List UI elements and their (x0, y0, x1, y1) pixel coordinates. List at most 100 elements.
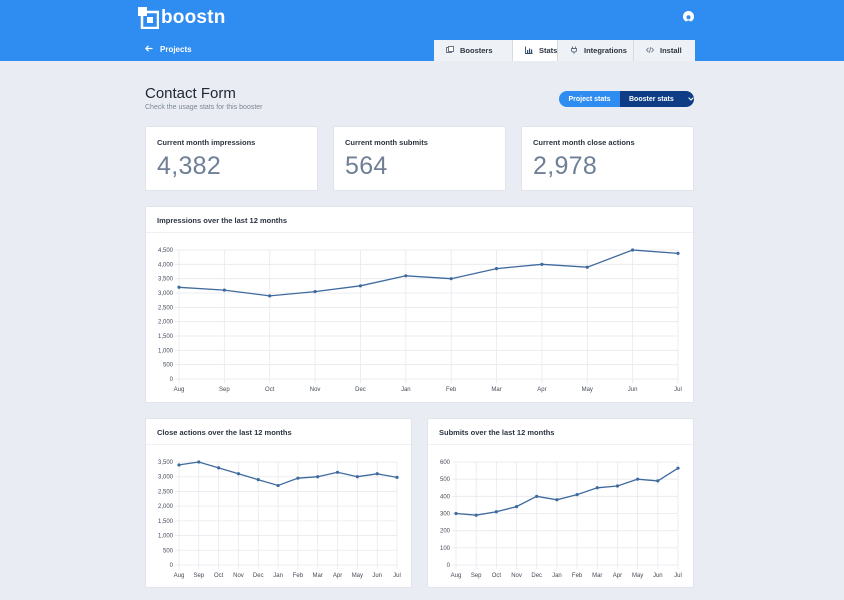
y-tick-label: 200 (440, 529, 451, 535)
data-point (256, 478, 260, 482)
stats-scope-toggle: Project stats Booster stats (559, 91, 694, 107)
x-tick-label: Jun (628, 387, 638, 393)
y-tick-label: 3,000 (158, 475, 174, 481)
x-tick-label: Nov (310, 387, 321, 393)
y-tick-label: 1,500 (158, 334, 174, 340)
y-tick-label: 3,500 (158, 277, 174, 283)
y-tick-label: 1,000 (158, 348, 174, 354)
x-tick-label: Jul (393, 573, 401, 579)
x-tick-label: Jun (372, 573, 382, 579)
x-tick-label: Apr (613, 573, 622, 579)
chart-title: Close actions over the last 12 months (157, 428, 292, 437)
data-point (222, 288, 226, 292)
x-tick-label: Oct (492, 573, 502, 579)
stat-label: Current month impressions (157, 138, 256, 147)
nav-tabs: Boosters Stats Integrations Install (434, 40, 695, 61)
x-tick-label: Apr (537, 387, 546, 393)
stat-label: Current month close actions (533, 138, 635, 147)
y-tick-label: 0 (170, 377, 174, 383)
bar-chart-icon (525, 46, 533, 56)
tab-stats[interactable]: Stats (513, 40, 558, 61)
tab-label: Integrations (584, 46, 627, 55)
tab-boosters[interactable]: Boosters (434, 40, 513, 61)
x-tick-label: Nov (511, 573, 522, 579)
y-tick-label: 300 (440, 512, 451, 518)
x-tick-label: Mar (592, 573, 602, 579)
y-tick-label: 100 (440, 546, 451, 552)
data-point (355, 475, 359, 479)
impressions-line-chart: 0 500 1,000 1,500 2,000 2,500 3,000 3,500 4,000 4… (158, 248, 682, 393)
x-tick-label: Aug (174, 573, 185, 579)
stat-card-impressions: Current month impressions 4,382 (145, 126, 318, 191)
y-tick-label: 0 (447, 563, 451, 569)
data-point (494, 267, 499, 271)
submits-line-chart: 0 100 200 300 400 500 600 Aug Sep Oct Nov Dec Jan Feb… (440, 460, 682, 579)
y-tick-label: 600 (440, 460, 451, 466)
close-actions-line-chart: 0 500 1,000 1,500 2,000 2,500 3,000 3,500 Aug Sep… (158, 460, 401, 579)
series-line (455, 467, 679, 516)
tab-integrations[interactable]: Integrations (558, 40, 634, 61)
x-tick-label: Jan (552, 573, 562, 579)
data-point (335, 470, 340, 474)
x-tick-label: Apr (333, 573, 342, 579)
data-point (449, 277, 453, 281)
data-point (656, 479, 660, 483)
tab-label: Install (660, 46, 682, 55)
y-tick-label: 3,000 (158, 291, 174, 297)
y-tick-label: 500 (163, 363, 174, 369)
account-icon[interactable] (683, 11, 694, 22)
data-point (236, 472, 241, 476)
stat-label: Current month submits (345, 138, 428, 147)
x-tick-label: Sep (471, 573, 482, 579)
x-tick-label: Jan (273, 573, 283, 579)
x-tick-label: Mar (313, 573, 323, 579)
data-point (676, 466, 680, 470)
close-actions-chart-card: Close actions over the last 12 months 0 5… (145, 418, 412, 588)
divider (428, 444, 693, 445)
x-tick-label: Jul (674, 387, 682, 393)
x-tick-label: Oct (265, 387, 275, 393)
data-point (636, 477, 640, 481)
stat-value: 564 (345, 152, 388, 180)
x-tick-label: Nov (233, 573, 244, 579)
data-point (268, 294, 272, 298)
code-icon (645, 46, 655, 56)
data-point (494, 510, 498, 514)
tab-install[interactable]: Install (634, 40, 695, 61)
booster-stats-dropdown[interactable]: Booster stats (620, 91, 694, 107)
divider (146, 444, 411, 445)
submits-chart-card: Submits over the last 12 months 0 100 200 3… (427, 418, 694, 588)
x-tick-label: Feb (293, 573, 304, 579)
data-point (197, 460, 201, 464)
y-tick-label: 1,500 (158, 519, 174, 525)
y-tick-label: 2,000 (158, 320, 174, 326)
chart-title: Impressions over the last 12 months (157, 216, 288, 225)
arrow-left-icon (144, 45, 153, 54)
back-to-projects-link[interactable]: Projects (144, 45, 192, 54)
data-point (535, 494, 539, 498)
y-tick-label: 3,500 (158, 460, 174, 466)
project-stats-button[interactable]: Project stats (559, 91, 620, 107)
stat-value: 2,978 (533, 152, 598, 180)
x-tick-label: Sep (219, 387, 230, 393)
data-point (595, 486, 599, 490)
top-bar: boostn (0, 0, 844, 61)
data-point (585, 265, 589, 269)
data-point (555, 498, 559, 502)
data-point (575, 493, 579, 497)
data-point (474, 513, 478, 517)
y-tick-label: 400 (440, 494, 451, 500)
chevron-down-icon (687, 96, 694, 103)
data-point (615, 484, 620, 488)
data-point (395, 475, 399, 479)
data-point (404, 274, 408, 278)
stat-card-submits: Current month submits 564 (333, 126, 506, 191)
stat-card-close-actions: Current month close actions 2,978 (521, 126, 694, 191)
back-label: Projects (160, 45, 192, 54)
layers-icon (446, 45, 454, 56)
brand-logo[interactable]: boostn (138, 7, 226, 30)
x-tick-label: Dec (531, 573, 542, 579)
boostn-logo-icon (138, 7, 160, 30)
y-tick-label: 1,000 (158, 534, 174, 540)
x-tick-label: May (352, 573, 363, 579)
